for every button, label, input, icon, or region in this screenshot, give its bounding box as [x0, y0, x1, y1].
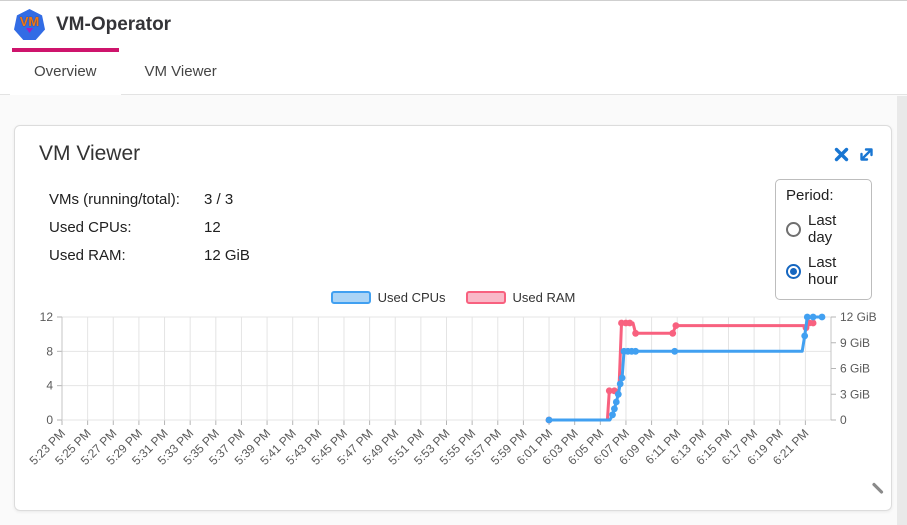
- stat-value-cpus: 12: [204, 219, 221, 236]
- svg-text:4: 4: [46, 379, 53, 393]
- stat-value-ram: 12 GiB: [204, 247, 250, 264]
- tab-overview[interactable]: Overview: [10, 48, 121, 95]
- used-ram-point: [669, 329, 677, 337]
- legend-item-used-ram[interactable]: Used RAM: [465, 290, 576, 305]
- used-cpus-point: [671, 347, 679, 355]
- used-cpus-point: [801, 332, 809, 340]
- logo-vm-text: VM: [19, 14, 40, 29]
- svg-text:3 GiB: 3 GiB: [840, 387, 870, 401]
- used-cpus-point: [614, 390, 622, 398]
- radio-last-day-button[interactable]: [786, 221, 801, 237]
- used-cpus-point: [618, 374, 626, 382]
- used-cpus-point: [803, 313, 811, 321]
- radio-last-day-label: Last day: [808, 212, 837, 246]
- used-cpus-line: [547, 315, 824, 422]
- window-top-border: [0, 0, 907, 1]
- used-ram-point: [605, 387, 613, 395]
- used-cpus-point: [632, 347, 639, 355]
- used-ram-point: [809, 319, 817, 327]
- tab-vm-viewer[interactable]: VM Viewer: [144, 63, 217, 80]
- legend-label: Used CPUs: [377, 290, 446, 305]
- expand-icon[interactable]: [858, 146, 875, 163]
- resize-handle-icon[interactable]: [871, 481, 885, 500]
- used-cpus-point: [545, 416, 553, 424]
- used-cpus-point: [809, 313, 817, 321]
- svg-text:12: 12: [40, 310, 54, 324]
- svg-text:6 GiB: 6 GiB: [840, 362, 870, 376]
- svg-text:12 GiB: 12 GiB: [840, 310, 877, 324]
- legend-item-used-cpus[interactable]: Used CPUs: [330, 290, 446, 305]
- legend-swatch-icon: [330, 291, 371, 304]
- svg-text:8: 8: [46, 344, 53, 358]
- used-ram-point: [626, 319, 634, 327]
- period-fieldset: Period: Last day Last hour: [775, 179, 872, 300]
- svg-text:9 GiB: 9 GiB: [840, 336, 870, 350]
- card-actions: [833, 146, 875, 163]
- used-cpus-point: [609, 411, 616, 419]
- close-icon[interactable]: [833, 146, 850, 163]
- chart-legend: Used CPUs Used RAM: [15, 290, 891, 305]
- app-title: VM-Operator: [56, 13, 172, 35]
- radio-last-day[interactable]: Last day: [786, 212, 861, 246]
- used-cpus-point: [611, 405, 618, 413]
- used-cpus-point: [616, 380, 624, 388]
- used-cpus-point: [818, 313, 826, 321]
- legend-swatch-icon: [465, 291, 506, 304]
- app-logo-icon: VM: [14, 9, 45, 40]
- radio-last-hour-button[interactable]: [786, 263, 801, 279]
- card-title: VM Viewer: [39, 142, 141, 165]
- used-ram-line: [547, 321, 815, 422]
- radio-last-hour[interactable]: Last hour: [786, 254, 861, 288]
- app-header: VM VM-Operator: [0, 1, 907, 48]
- legend-label: Used RAM: [512, 290, 576, 305]
- scrollbar-track[interactable]: [897, 96, 907, 525]
- radio-last-hour-label: Last hour: [808, 254, 839, 288]
- logo-mark: [26, 28, 33, 33]
- used-ram-point: [672, 322, 680, 329]
- used-ram-point: [632, 329, 639, 337]
- svg-text:0: 0: [46, 413, 53, 427]
- used-cpus-point: [612, 398, 620, 406]
- usage-chart: 5:23 PM5:25 PM5:27 PM5:29 PM5:31 PM5:33 …: [27, 310, 877, 468]
- period-label: Period:: [786, 187, 834, 204]
- vm-viewer-card: VM Viewer VMs (running/total): 3 / 3 Use…: [14, 125, 892, 511]
- svg-text:0: 0: [840, 413, 847, 427]
- tab-bar: Overview VM Viewer: [0, 48, 907, 95]
- stat-label-cpus: Used CPUs:: [49, 219, 132, 236]
- stat-label-vms: VMs (running/total):: [49, 191, 180, 208]
- vm-stats: VMs (running/total): 3 / 3 Used CPUs: 12…: [49, 190, 250, 265]
- stat-label-ram: Used RAM:: [49, 247, 126, 264]
- stat-value-vms: 3 / 3: [204, 191, 234, 208]
